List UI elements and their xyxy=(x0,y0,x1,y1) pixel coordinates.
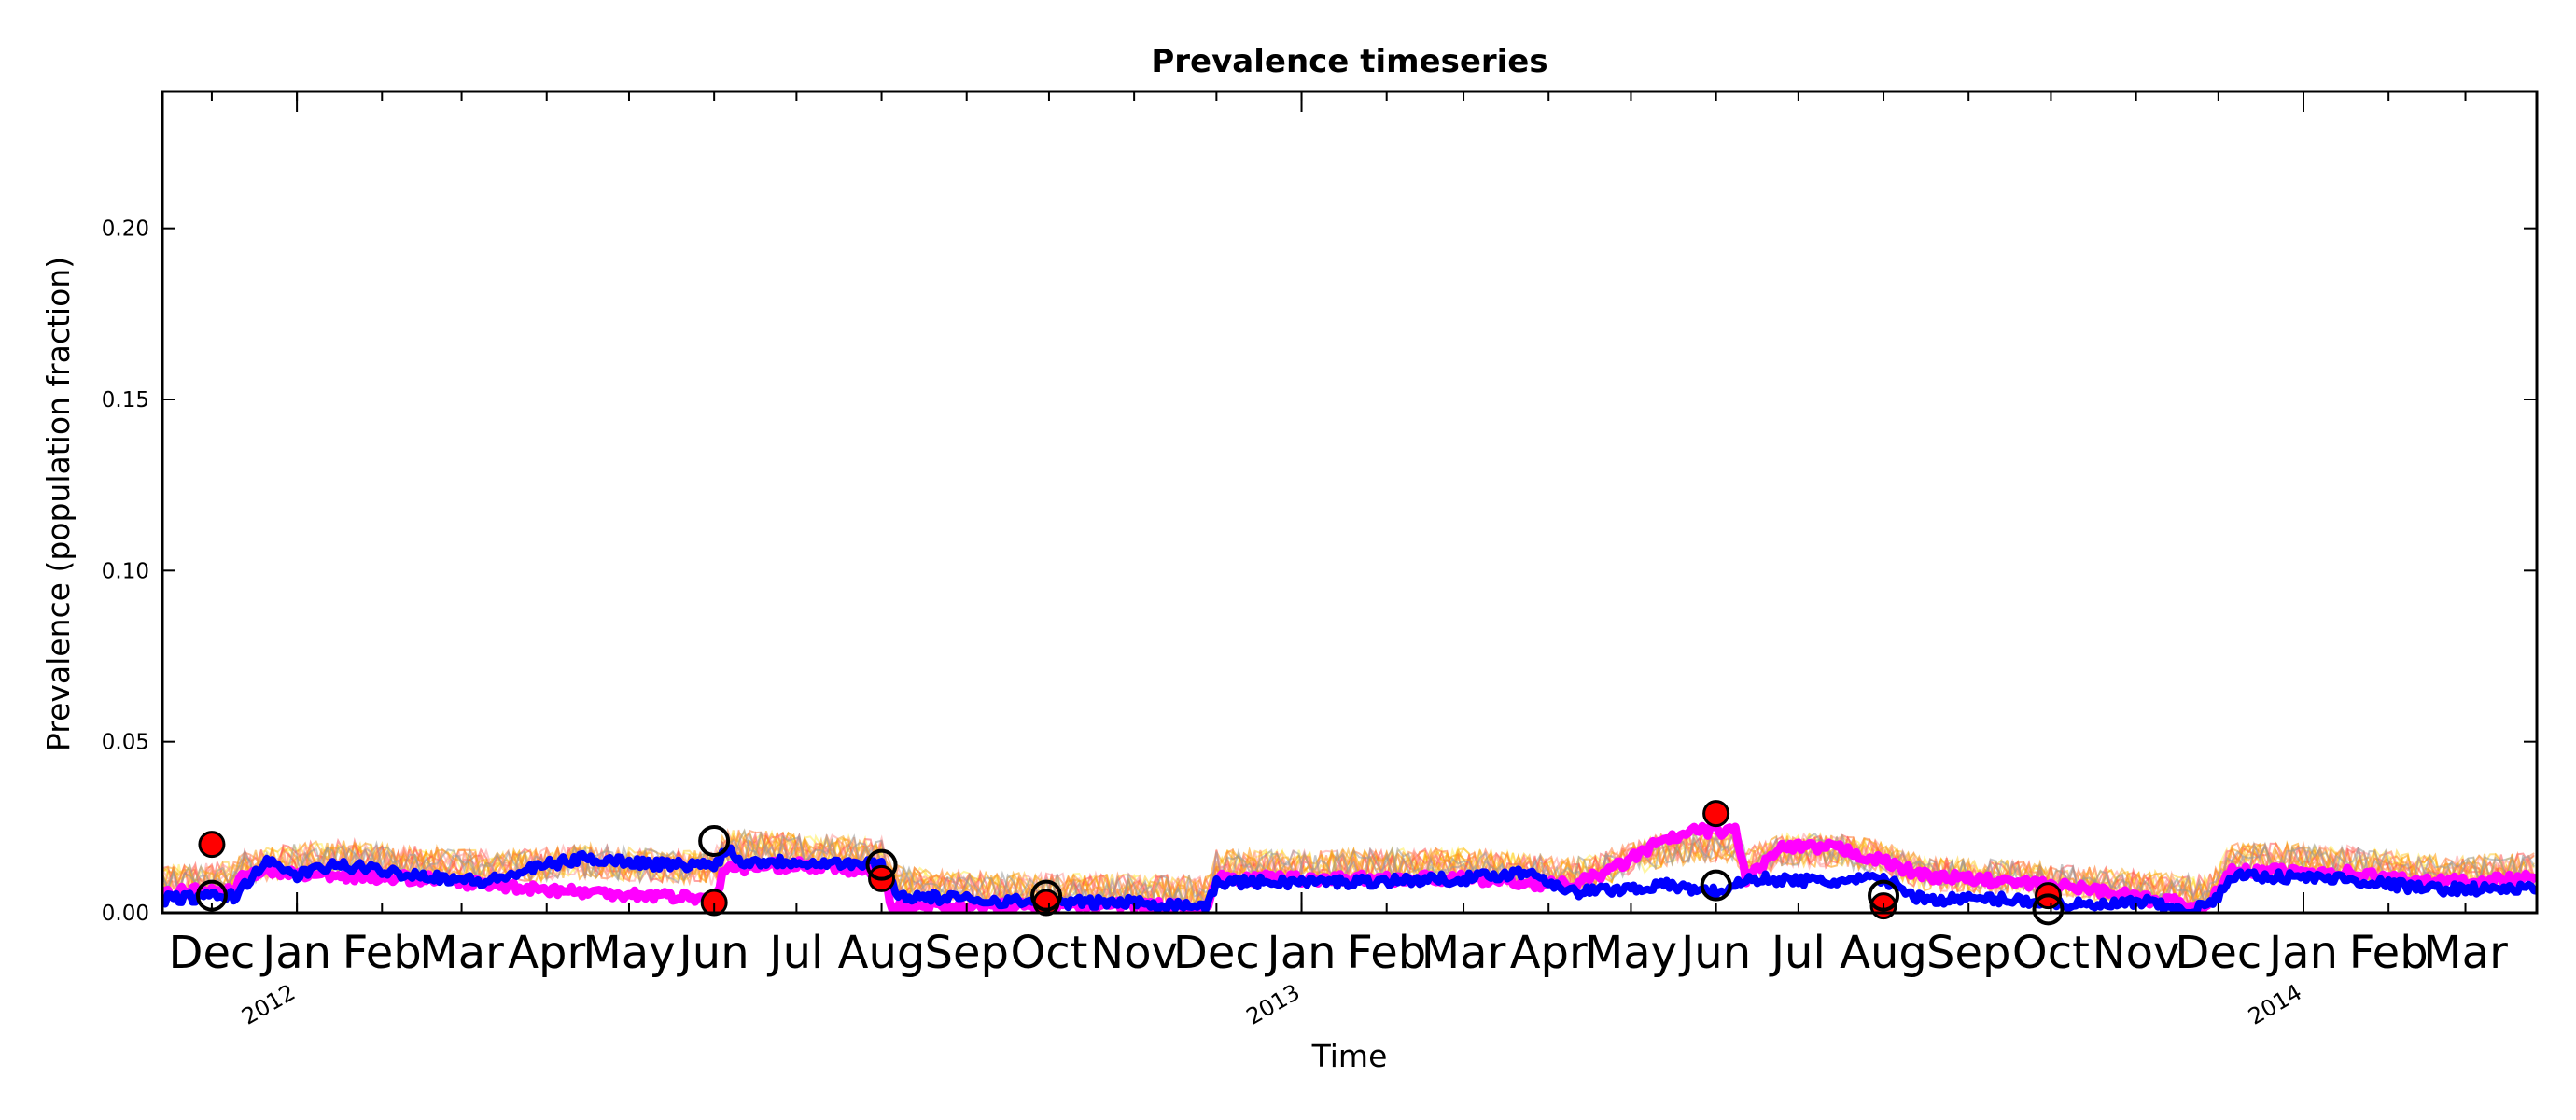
x-month-label: Jun xyxy=(1678,927,1751,979)
x-month-label: Nov xyxy=(2093,927,2180,979)
x-month-label: May xyxy=(1585,927,1677,979)
x-month-label: Dec xyxy=(168,927,255,979)
x-month-label: Oct xyxy=(2012,927,2090,979)
y-tick-label: 0.15 xyxy=(102,388,149,413)
y-tick-label: 0.00 xyxy=(102,902,149,926)
y-tick-label: 0.20 xyxy=(102,217,149,242)
x-month-label: Jan xyxy=(259,927,331,979)
x-month-label: Feb xyxy=(2349,927,2429,979)
x-month-label: May xyxy=(582,927,675,979)
x-month-label: Jan xyxy=(2266,927,2338,979)
model-point xyxy=(698,825,731,857)
blue-series-line xyxy=(162,844,2537,913)
x-year-label: 2014 xyxy=(2244,979,2306,1030)
chart-title: Prevalence timeseries xyxy=(1151,43,1547,80)
x-year-label: 2012 xyxy=(237,979,300,1030)
ensemble-line xyxy=(162,827,2535,908)
x-month-label: Apr xyxy=(1510,927,1588,979)
x-month-label: Mar xyxy=(2423,927,2508,979)
x-month-label: Oct xyxy=(1010,927,1087,979)
y-tick-label: 0.05 xyxy=(102,731,149,755)
x-month-label: Mar xyxy=(419,927,504,979)
x-month-label: Sep xyxy=(924,927,1008,979)
model-point xyxy=(1700,869,1732,902)
x-month-label: Sep xyxy=(1926,927,2010,979)
x-month-label: Apr xyxy=(508,927,585,979)
observed-point xyxy=(198,831,226,859)
ensemble-line xyxy=(162,831,2535,911)
observed-point xyxy=(1702,800,1730,828)
x-year-label: 2013 xyxy=(1242,979,1305,1030)
x-month-label: Jul xyxy=(766,927,823,979)
x-month-label: Jun xyxy=(677,927,749,979)
model-point xyxy=(1030,879,1063,912)
x-month-label: Dec xyxy=(1173,927,1260,979)
observed-point xyxy=(700,889,728,917)
x-month-label: Jul xyxy=(1769,927,1826,979)
x-month-label: Aug xyxy=(838,927,926,979)
x-month-label: Aug xyxy=(1840,927,1927,979)
model-point xyxy=(2032,893,2065,926)
model-point xyxy=(865,848,898,881)
x-axis-label: Time xyxy=(1311,1038,1388,1074)
x-month-label: Dec xyxy=(2175,927,2261,979)
y-axis-label: Prevalence (population fraction) xyxy=(40,257,77,751)
y-tick-label: 0.10 xyxy=(102,559,149,583)
x-month-label: Feb xyxy=(1347,927,1426,979)
axes-frame xyxy=(161,90,2539,915)
series-group xyxy=(162,821,2537,913)
x-month-label: Mar xyxy=(1421,927,1506,979)
x-month-label: Feb xyxy=(343,927,422,979)
x-month-label: Nov xyxy=(1090,927,1178,979)
x-month-label: Jan xyxy=(1265,927,1337,979)
